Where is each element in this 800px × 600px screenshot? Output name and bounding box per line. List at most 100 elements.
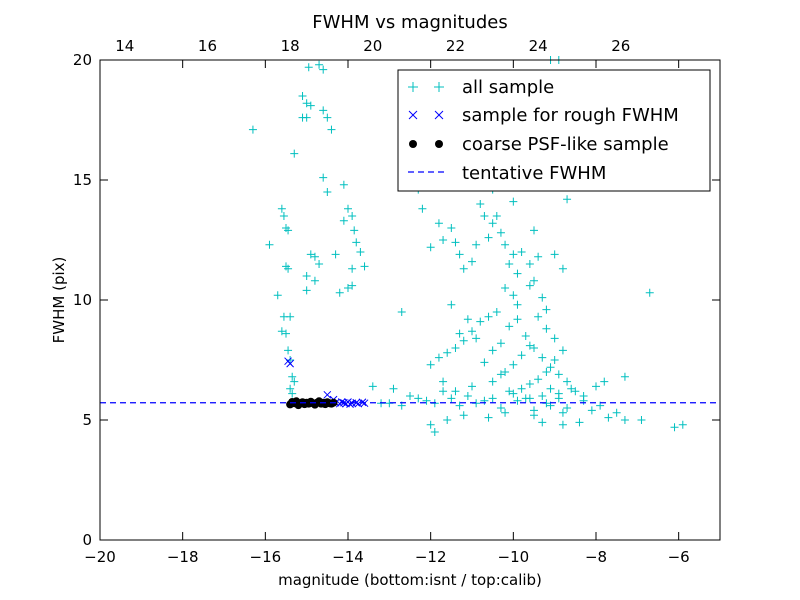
data-point-all-sample bbox=[273, 291, 282, 300]
data-point-all-sample bbox=[525, 341, 534, 350]
data-point-all-sample bbox=[426, 420, 435, 429]
data-point-all-sample bbox=[550, 250, 559, 259]
x-tick-label: −20 bbox=[84, 548, 116, 566]
data-point-all-sample bbox=[459, 336, 468, 345]
data-point-all-sample bbox=[492, 308, 501, 316]
data-point-all-sample bbox=[538, 353, 547, 362]
data-point-all-sample bbox=[451, 344, 460, 352]
data-point-all-sample bbox=[284, 226, 293, 235]
data-point-all-sample bbox=[534, 375, 543, 384]
data-point-all-sample bbox=[530, 344, 538, 352]
data-point-all-sample bbox=[505, 260, 514, 268]
data-point-all-sample bbox=[563, 404, 572, 412]
data-point-all-sample bbox=[509, 389, 518, 398]
data-point-all-sample bbox=[284, 346, 293, 355]
legend-box bbox=[397, 69, 711, 192]
data-point-all-sample bbox=[571, 387, 580, 396]
top-tick-label: 14 bbox=[115, 37, 134, 55]
data-point-all-sample bbox=[554, 389, 563, 398]
data-point-all-sample bbox=[352, 238, 361, 247]
series-rough-fwhm bbox=[284, 357, 369, 409]
data-point-all-sample bbox=[455, 250, 464, 259]
data-point-all-sample bbox=[306, 101, 315, 110]
data-point-all-sample bbox=[501, 368, 510, 376]
plot-frame bbox=[99, 59, 721, 541]
legend-label-all-sample: all sample bbox=[462, 77, 554, 98]
data-point-all-sample bbox=[348, 281, 357, 290]
x-tick-label: −8 bbox=[585, 548, 607, 566]
data-point-all-sample bbox=[323, 113, 332, 122]
data-point-all-sample bbox=[525, 260, 534, 268]
data-point-all-sample bbox=[620, 416, 629, 424]
data-point-all-sample bbox=[488, 346, 497, 355]
data-point-all-sample bbox=[534, 252, 543, 261]
top-tick-label: 16 bbox=[198, 37, 217, 55]
data-point-all-sample bbox=[484, 312, 493, 321]
data-point-all-sample bbox=[463, 315, 472, 324]
data-point-all-sample bbox=[513, 269, 522, 278]
y-tick-label: 10 bbox=[73, 291, 92, 309]
y-tick-label: 15 bbox=[73, 171, 92, 189]
data-point-all-sample bbox=[509, 197, 518, 206]
data-point-all-sample bbox=[277, 204, 286, 213]
data-point-all-sample bbox=[306, 250, 315, 259]
legend-x-marker bbox=[408, 110, 444, 120]
data-point-all-sample bbox=[430, 428, 439, 436]
top-axis-ticks: 14 16 18 20 22 24 26 bbox=[115, 37, 630, 55]
data-point-all-sample bbox=[339, 180, 348, 189]
data-point-all-sample bbox=[509, 291, 518, 300]
data-point-all-sample bbox=[447, 300, 456, 309]
data-point-rough-fwhm bbox=[354, 399, 363, 408]
data-point-all-sample bbox=[459, 411, 468, 420]
data-point-all-sample bbox=[592, 382, 600, 391]
data-point-all-sample bbox=[455, 401, 464, 410]
data-point-all-sample bbox=[538, 293, 547, 302]
data-point-all-sample bbox=[327, 125, 336, 134]
data-point-all-sample bbox=[476, 200, 485, 208]
x-tick-label: −6 bbox=[668, 548, 690, 566]
legend-label-rough-fwhm: sample for rough FWHM bbox=[462, 105, 679, 126]
data-point-all-sample bbox=[451, 387, 460, 396]
data-point-all-sample bbox=[670, 423, 679, 432]
data-point-all-sample bbox=[290, 377, 299, 386]
data-point-all-sample bbox=[315, 260, 324, 268]
data-point-all-sample bbox=[509, 360, 518, 369]
data-point-all-sample bbox=[310, 276, 319, 285]
data-point-all-sample bbox=[484, 233, 493, 242]
data-point-all-sample bbox=[484, 413, 493, 422]
data-point-all-sample bbox=[468, 382, 476, 391]
data-point-all-sample bbox=[678, 420, 687, 429]
data-point-all-sample bbox=[284, 264, 293, 273]
data-point-all-sample bbox=[319, 173, 328, 182]
data-point-all-sample bbox=[546, 384, 555, 393]
data-point-all-sample bbox=[558, 408, 567, 417]
data-point-all-sample bbox=[505, 322, 514, 331]
data-point-all-sample bbox=[434, 219, 443, 228]
data-point-all-sample bbox=[550, 356, 559, 364]
data-point-all-sample bbox=[290, 149, 299, 158]
data-point-all-sample bbox=[426, 360, 435, 369]
data-point-all-sample bbox=[521, 332, 530, 340]
data-point-all-sample bbox=[288, 372, 297, 381]
data-point-all-sample bbox=[439, 387, 448, 396]
data-point-all-sample bbox=[637, 416, 646, 424]
data-point-all-sample bbox=[331, 250, 340, 259]
data-point-all-sample bbox=[463, 392, 472, 400]
chart-title: FWHM vs magnitudes bbox=[312, 12, 507, 33]
legend-label-tentative-fwhm: tentative FWHM bbox=[462, 163, 606, 184]
y-tick-label: 0 bbox=[82, 531, 92, 549]
data-point-all-sample bbox=[302, 272, 311, 280]
x-tick-label: −12 bbox=[415, 548, 447, 566]
bottom-axis-ticks: −20 −18 −16 −14 −12 −10 −8 −6 bbox=[84, 60, 690, 566]
data-point-all-sample bbox=[517, 384, 526, 393]
data-point-all-sample bbox=[439, 236, 448, 244]
data-point-all-sample bbox=[513, 315, 522, 324]
data-point-all-sample bbox=[587, 406, 596, 415]
data-point-all-sample bbox=[525, 394, 534, 403]
data-point-all-sample bbox=[517, 248, 526, 256]
data-point-all-sample bbox=[509, 250, 518, 259]
legend-entry-tentative-fwhm: tentative FWHM bbox=[408, 163, 606, 184]
data-point-all-sample bbox=[315, 60, 324, 69]
top-tick-label: 26 bbox=[611, 37, 630, 55]
data-point-all-sample bbox=[480, 396, 489, 405]
